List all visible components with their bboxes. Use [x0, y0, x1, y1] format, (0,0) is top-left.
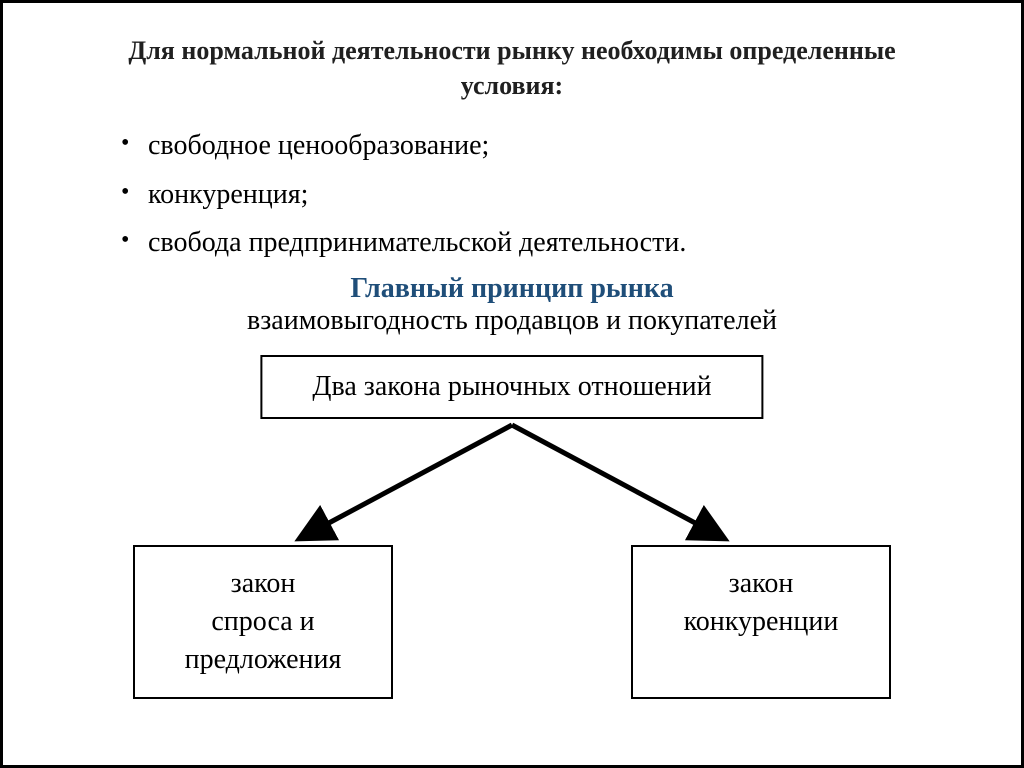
bullet-item: свобода предпринимательской деятельности…: [113, 225, 961, 261]
slide-title: Для нормальной деятельности рынку необхо…: [63, 33, 961, 103]
diagram-container: Два закона рыночных отношений законспрос…: [63, 355, 961, 685]
diagram-bottom-row: законспроса ипредложения законконкуренци…: [63, 545, 961, 698]
bullet-item: конкуренция;: [113, 177, 961, 213]
bullet-list: свободное ценообразование; конкуренция; …: [63, 128, 961, 261]
diagram-arrows: [242, 417, 782, 547]
diagram-left-box: законспроса ипредложения: [133, 545, 393, 698]
principle-heading: Главный принцип рынка: [63, 273, 961, 305]
diagram-top-box: Два закона рыночных отношений: [260, 355, 763, 419]
diagram-right-label: законконкуренции: [663, 565, 859, 641]
bullet-item: свободное ценообразование;: [113, 128, 961, 164]
diagram-right-box: законконкуренции: [631, 545, 891, 698]
principle-text: взаимовыгодность продавцов и покупателей: [63, 305, 961, 337]
diagram-left-label: законспроса ипредложения: [165, 565, 361, 678]
slide-content: Для нормальной деятельности рынку необхо…: [3, 3, 1021, 765]
